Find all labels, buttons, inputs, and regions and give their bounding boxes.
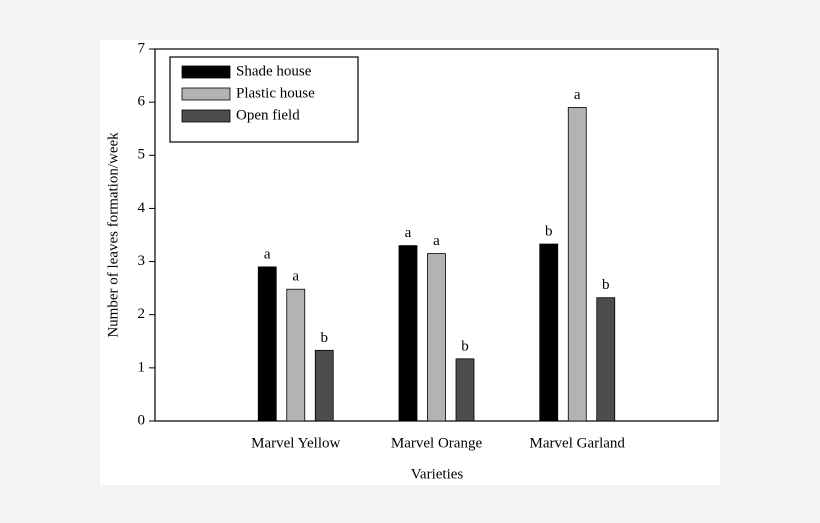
significance-letter: a (433, 233, 440, 249)
y-tick-label: 5 (138, 147, 146, 163)
bar (257, 266, 277, 422)
y-tick-label: 3 (138, 253, 146, 269)
significance-letter: b (461, 338, 469, 354)
significance-letter: a (405, 225, 412, 241)
bar (314, 349, 334, 422)
bar (539, 243, 559, 422)
y-axis-title: Number of leaves formation/week (105, 132, 121, 338)
legend-swatch (181, 65, 231, 79)
y-tick-label: 2 (138, 306, 146, 322)
bar (427, 253, 446, 422)
y-tick-label: 1 (138, 359, 146, 375)
bar (286, 288, 306, 422)
significance-letter: b (321, 330, 329, 346)
y-tick-label: 4 (138, 200, 146, 216)
x-tick-label: Marvel Yellow (251, 435, 340, 451)
x-axis-title: Varieties (411, 466, 464, 482)
x-tick-label: Marvel Garland (530, 435, 626, 451)
significance-letter: a (574, 87, 581, 103)
significance-letter: b (545, 223, 553, 239)
legend-label: Shade house (236, 63, 312, 79)
significance-letter: b (602, 277, 610, 293)
y-tick-label: 0 (138, 412, 146, 428)
bar (567, 107, 587, 422)
legend-swatch (181, 109, 231, 123)
legend-label: Plastic house (236, 85, 315, 101)
bar (455, 358, 475, 422)
y-tick-label: 6 (138, 94, 146, 110)
significance-letter: a (292, 269, 299, 285)
legend-swatch (181, 87, 231, 101)
x-tick-label: Marvel Orange (391, 435, 483, 451)
bar (596, 297, 616, 422)
significance-letter: a (264, 246, 271, 262)
legend-label: Open field (236, 107, 300, 123)
y-tick-label: 7 (138, 40, 146, 56)
bar (398, 245, 418, 422)
